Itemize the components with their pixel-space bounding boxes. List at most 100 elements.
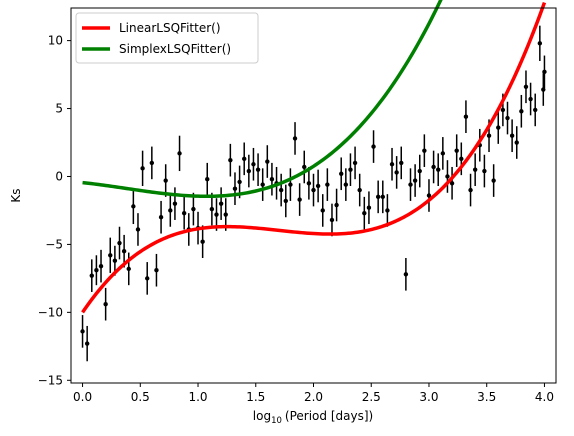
data-point <box>440 151 446 156</box>
data-point <box>362 210 367 216</box>
data-point <box>463 114 469 119</box>
data-point <box>482 168 487 174</box>
data-point <box>200 239 205 244</box>
data-point <box>237 179 242 185</box>
data-point <box>357 187 362 193</box>
data-point <box>491 178 496 183</box>
data-point <box>126 266 131 272</box>
data-point <box>163 178 168 183</box>
x-tick-label: 0.5 <box>131 390 150 404</box>
data-point <box>135 227 141 232</box>
linear-fit-curve <box>81 1 547 314</box>
data-point <box>352 160 358 166</box>
data-point <box>426 193 432 198</box>
y-tick-label: −10 <box>38 305 63 319</box>
data-point <box>528 96 533 102</box>
data-point <box>246 168 252 174</box>
data-point <box>103 301 108 307</box>
data-point <box>385 208 390 213</box>
fit-curves <box>81 0 547 314</box>
legend: LinearLSQFitter() SimplexLSQFitter() <box>75 12 259 64</box>
data-point <box>297 197 302 202</box>
data-point <box>112 258 118 263</box>
data-point <box>542 69 547 75</box>
x-axis-label: log10 (Period [days]) <box>253 409 373 426</box>
data-point <box>223 212 228 217</box>
data-point <box>389 162 395 167</box>
data-point <box>84 341 90 346</box>
y-tick-label: 5 <box>55 102 63 116</box>
x-tick-label: 3.0 <box>419 390 438 404</box>
data-point <box>94 268 99 273</box>
data-point <box>533 107 538 113</box>
data-point <box>269 176 275 182</box>
data-point <box>500 107 506 113</box>
data-point <box>117 240 122 246</box>
x-axis-label-subscript: 10 <box>271 416 282 426</box>
data-point <box>98 263 104 269</box>
data-point <box>306 181 312 186</box>
data-point <box>541 87 546 92</box>
data-point <box>251 162 256 167</box>
x-tick-label: 1.0 <box>188 390 207 404</box>
data-point <box>108 253 113 258</box>
y-axis: −15 −10 −5 0 5 10 <box>38 34 71 387</box>
data-point <box>399 160 404 166</box>
data-point <box>228 157 233 163</box>
data-point <box>509 133 515 138</box>
data-point <box>288 182 293 187</box>
data-point <box>417 168 422 174</box>
simplex-fit-curve <box>82 0 443 199</box>
data-point <box>205 176 210 182</box>
data-point <box>394 170 399 175</box>
data-point <box>168 208 173 213</box>
data-point <box>472 167 478 172</box>
data-point <box>343 182 349 187</box>
x-tick-label: 2.5 <box>362 390 381 404</box>
data-point <box>431 164 436 170</box>
data-point <box>158 215 164 220</box>
data-point <box>348 167 353 172</box>
data-point <box>177 151 182 156</box>
data-point <box>436 167 441 172</box>
data-point <box>191 206 196 212</box>
data-points <box>80 41 547 346</box>
data-point <box>468 187 473 193</box>
x-tick-label: 2.0 <box>304 390 323 404</box>
data-point <box>121 249 127 254</box>
data-point <box>459 156 464 162</box>
x-tick-label: 4.0 <box>535 390 554 404</box>
data-point <box>375 194 381 200</box>
data-point <box>209 206 215 212</box>
data-point <box>334 202 339 208</box>
data-point <box>329 217 335 223</box>
data-point <box>292 136 298 141</box>
data-point <box>408 182 413 187</box>
data-point <box>454 148 459 153</box>
data-point <box>89 273 94 278</box>
data-point <box>339 171 344 176</box>
data-point <box>537 41 543 46</box>
data-point <box>449 181 455 186</box>
data-point <box>255 167 261 172</box>
data-point <box>486 133 492 138</box>
data-point <box>496 125 501 130</box>
x-tick-label: 1.5 <box>246 390 265 404</box>
legend-label-simplex: SimplexLSQFitter() <box>119 42 231 56</box>
data-point <box>302 164 307 170</box>
data-point <box>260 182 265 187</box>
data-point <box>172 201 178 206</box>
data-point <box>325 182 330 187</box>
legend-label-linear: LinearLSQFitter() <box>119 21 221 35</box>
data-point <box>149 160 155 166</box>
y-tick-label: 0 <box>55 169 63 183</box>
data-point <box>412 178 418 183</box>
data-point <box>131 204 136 209</box>
data-point <box>140 166 145 171</box>
data-point <box>422 148 427 153</box>
legend-box <box>75 12 259 64</box>
data-point <box>311 187 316 193</box>
x-axis: 0.0 0.5 1.0 1.5 2.0 2.5 3.0 3.5 4.0 <box>73 383 554 404</box>
data-point <box>366 205 372 210</box>
